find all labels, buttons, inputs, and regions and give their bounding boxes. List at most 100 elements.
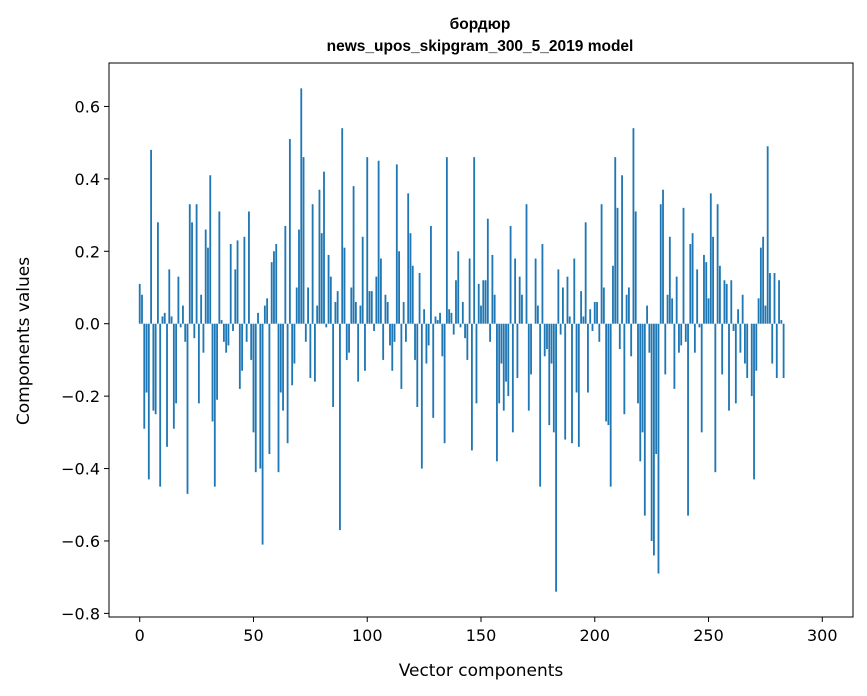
bar-137 [450,312,453,324]
bar-250 [707,298,710,324]
bar-147 [473,157,476,324]
bar-87 [336,291,339,324]
bar-101 [368,291,371,324]
y-tick-label: −0.6 [61,532,100,551]
bar-212 [621,175,623,324]
bar-9 [159,323,162,487]
bar-60 [275,244,278,324]
bar-210 [616,207,619,324]
y-tick-label: 0.6 [75,97,100,116]
bar-214 [625,294,628,324]
bar-257 [723,280,726,324]
bar-219 [637,323,639,404]
bar-62 [279,323,282,393]
bar-57 [268,323,271,455]
bar-76 [311,204,314,324]
bar-3 [145,323,148,393]
bar-44 [238,323,241,389]
bar-89 [341,128,344,324]
bar-155 [491,254,494,324]
bar-275 [764,305,767,324]
bar-206 [607,323,610,426]
bar-120 [411,265,414,324]
bar-241 [687,323,689,516]
bar-190 [571,323,573,444]
bar-48 [248,211,250,324]
bar-102 [370,291,373,324]
bar-231 [664,323,667,375]
y-tick-label: −0.2 [61,387,100,406]
bar-281 [778,280,780,324]
x-tick-label: 100 [352,626,383,645]
bar-1 [141,294,143,324]
bar-79 [318,189,321,324]
bar-194 [580,291,583,324]
x-tick-label: 0 [135,626,145,645]
bar-161 [505,323,507,382]
bar-30 [207,247,209,324]
bar-238 [680,323,683,346]
bar-49 [250,323,253,360]
bar-19 [182,305,184,324]
bar-192 [575,323,578,393]
bar-278 [771,323,774,364]
bar-222 [643,323,646,516]
bar-240 [684,323,687,342]
bar-11 [163,312,166,324]
bar-22 [188,204,191,324]
bar-160 [502,323,505,411]
bar-78 [316,305,319,324]
bar-193 [577,323,580,447]
bar-276 [766,146,769,324]
bar-236 [675,276,678,324]
bar-269 [750,323,753,397]
bar-42 [234,269,237,324]
bar-14 [170,316,173,324]
bar-126 [425,323,428,364]
x-tick-label: 300 [807,626,838,645]
bar-7 [154,323,157,415]
bar-61 [277,323,280,473]
bar-187 [564,323,567,440]
bar-72 [302,157,305,324]
bar-81 [323,171,325,324]
bar-32 [211,323,214,422]
bar-255 [718,265,721,324]
bar-145 [468,258,471,324]
bar-106 [379,258,382,324]
bar-111 [391,323,394,371]
bar-201 [596,301,598,324]
bar-6 [152,323,155,411]
bar-163 [509,225,512,324]
bar-68 [293,323,296,364]
bar-38 [225,323,228,353]
plot-frame [108,62,854,618]
bar-248 [703,254,705,324]
bar-31 [209,175,212,324]
bar-36 [220,320,223,324]
bar-69 [295,287,298,324]
chart-subtitle: news_upos_skipgram_300_5_2019 model [327,38,634,55]
bar-218 [634,211,637,324]
x-axis-ticks: 0 50 100 150 200 250 300 [135,617,838,645]
bar-100 [366,157,369,324]
bar-148 [475,323,478,404]
bar-16 [175,323,178,404]
bar-152 [484,280,487,324]
bar-226 [653,323,655,556]
bar-199 [591,323,594,331]
bar-271 [755,323,758,371]
bar-208 [612,265,614,324]
bar-140 [457,251,460,324]
bar-118 [407,193,410,324]
bar-117 [405,323,407,342]
bar-35 [218,211,221,324]
bar-86 [334,301,337,324]
bar-136 [448,309,451,324]
bar-40 [229,244,232,324]
bar-58 [270,262,273,324]
bar-234 [671,298,674,324]
bar-247 [700,323,703,433]
bar-0 [138,283,141,324]
bar-107 [382,323,385,360]
